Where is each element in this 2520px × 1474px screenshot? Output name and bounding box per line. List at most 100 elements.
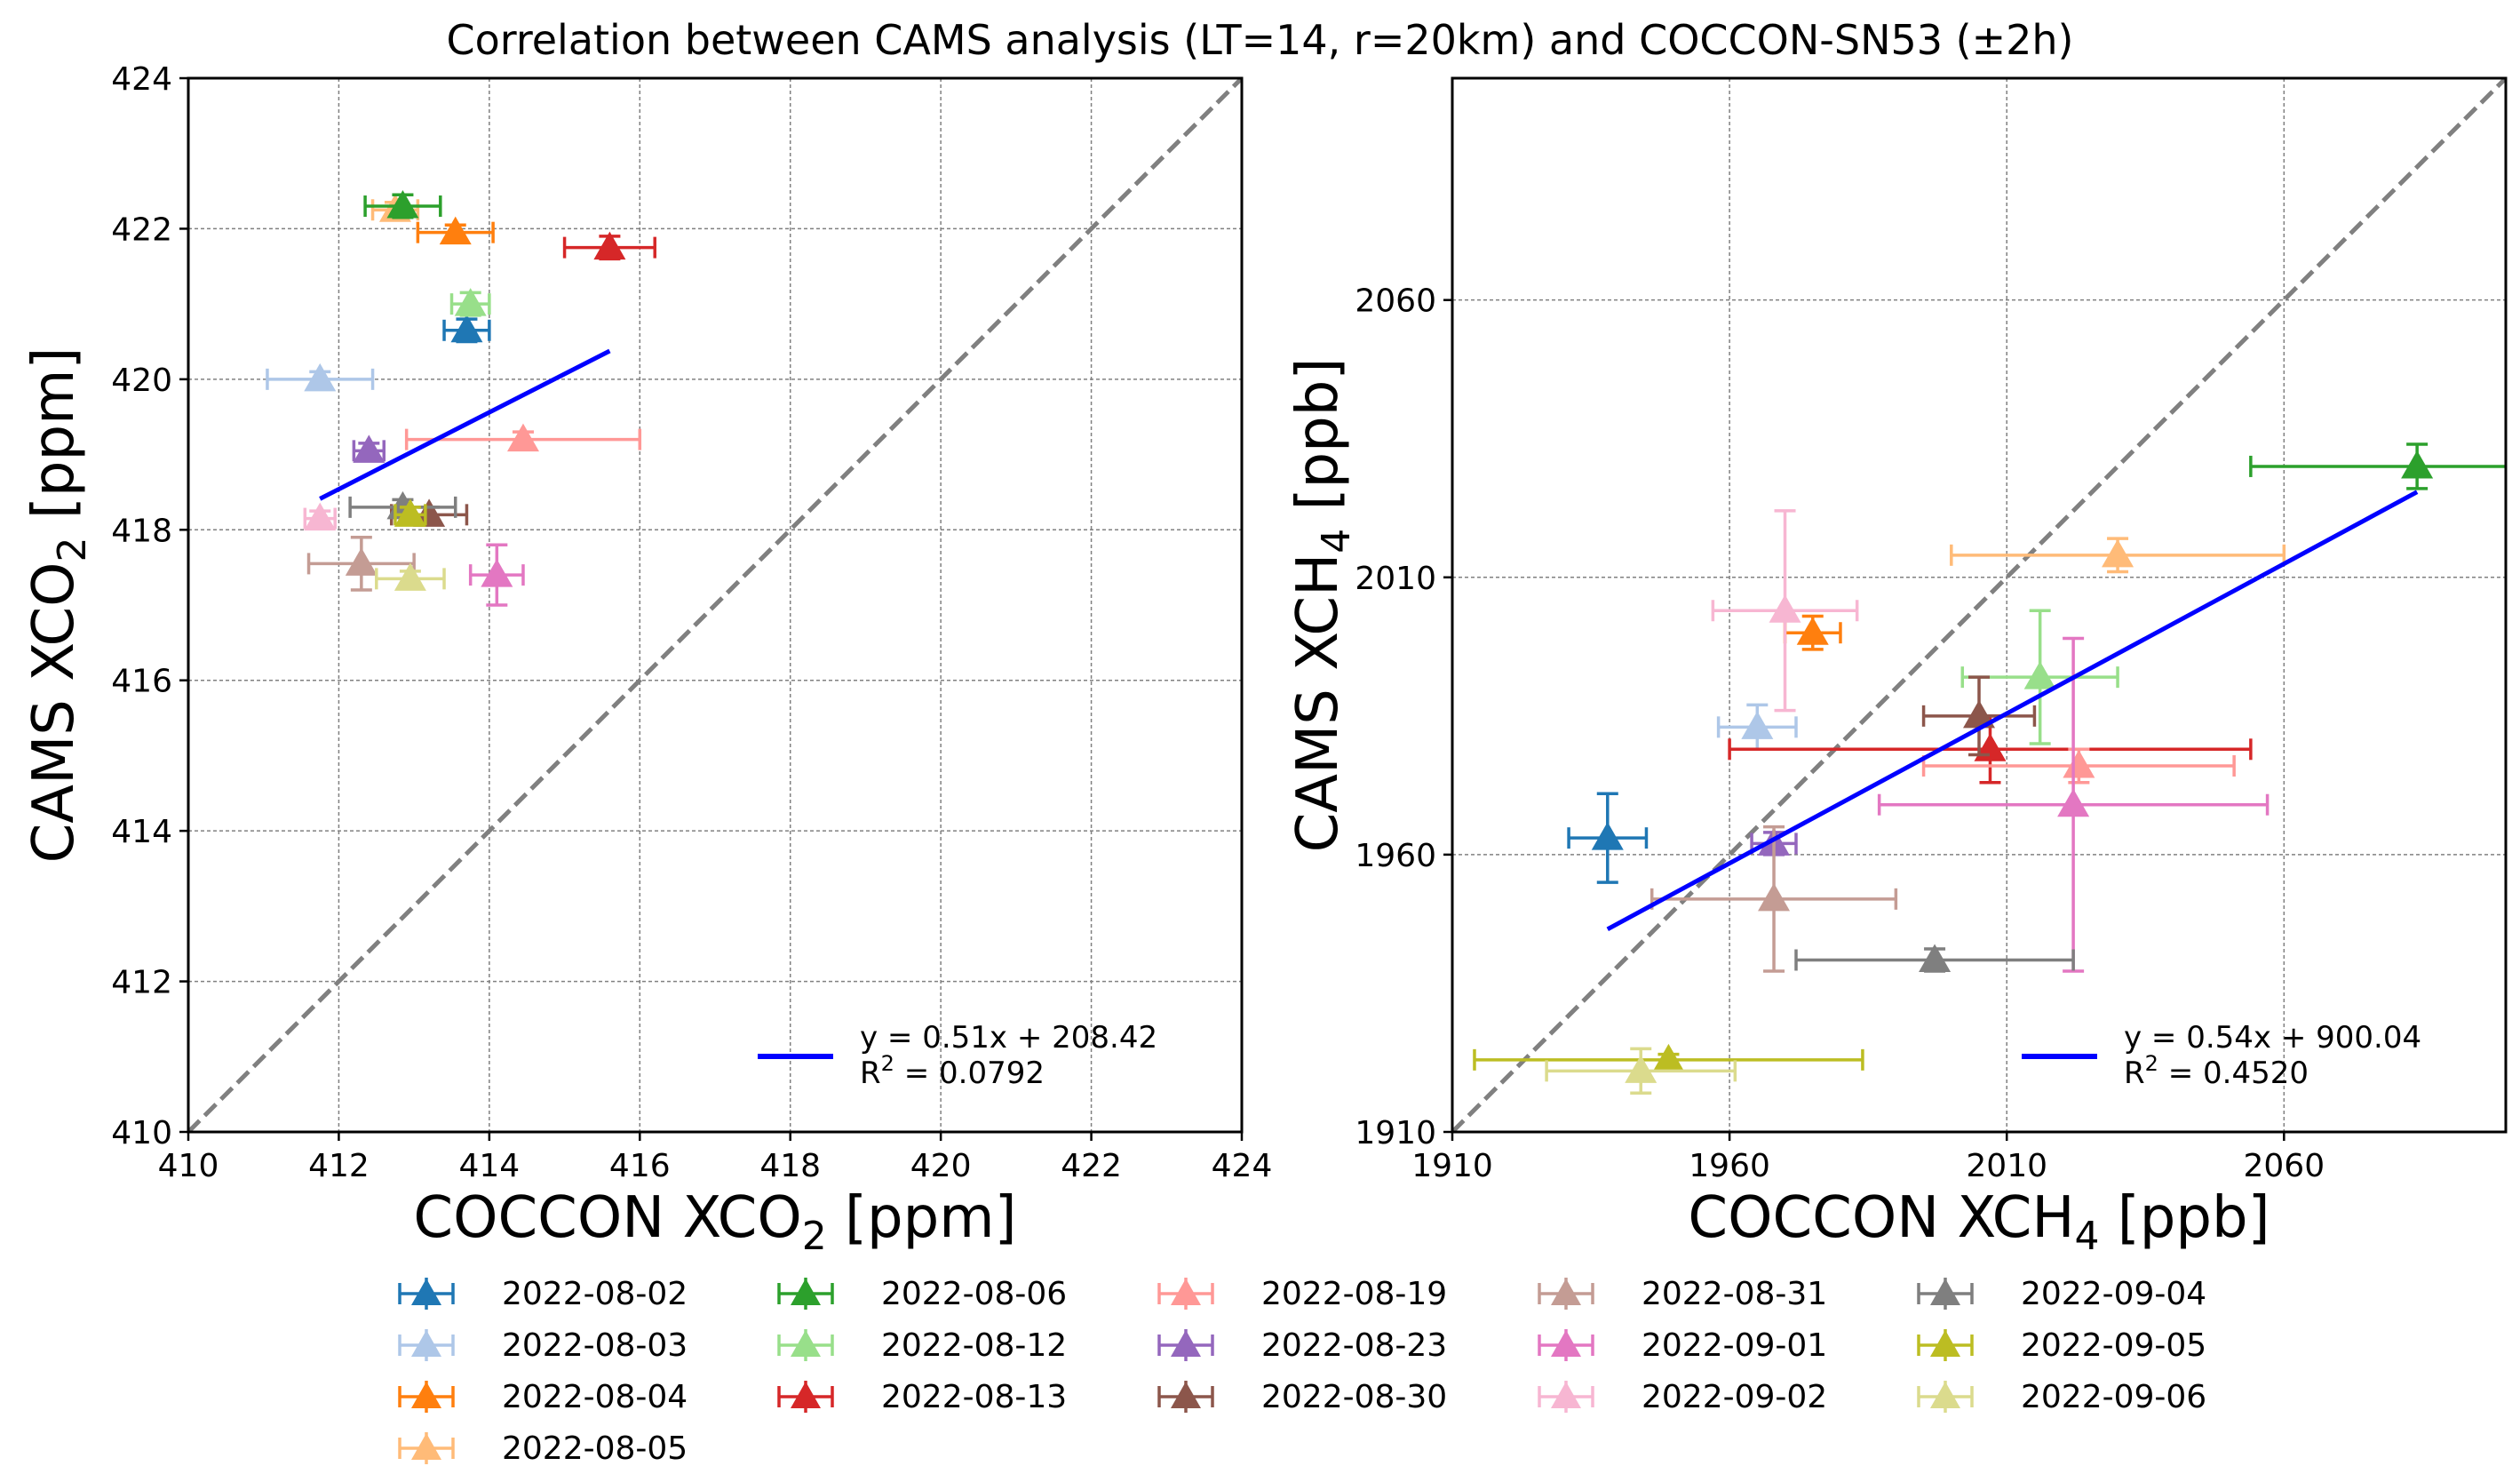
identity-line xyxy=(188,78,1242,1132)
legend-triangle-marker xyxy=(791,1382,821,1408)
y-axis-label: CAMS XCO2 [ppm] xyxy=(21,347,95,864)
data-point-2022-09-01 xyxy=(1877,636,2270,973)
y-tick-label: 416 xyxy=(111,664,172,700)
x-tick-label: 420 xyxy=(910,1148,972,1184)
data-point-2022-09-02 xyxy=(303,502,337,531)
legend-entry-2022-08-03: 2022-08-03 xyxy=(398,1327,688,1364)
x-tick-label: 2060 xyxy=(2244,1148,2325,1184)
legend-entry-2022-09-06: 2022-09-06 xyxy=(1917,1379,2206,1415)
legend-triangle-marker xyxy=(411,1330,441,1357)
legend: 2022-08-02 2022-08-03 2022-08-04 2022-08-05… xyxy=(398,1276,2206,1467)
legend-label: 2022-09-02 xyxy=(1642,1379,1827,1415)
data-point-2022-08-02 xyxy=(1567,792,1649,884)
x-tick-label: 418 xyxy=(759,1148,821,1184)
legend-entry-2022-08-13: 2022-08-13 xyxy=(777,1379,1067,1415)
x-tick-label: 412 xyxy=(308,1148,370,1184)
data-point-2022-08-31 xyxy=(306,536,416,592)
data-point-2022-09-02 xyxy=(1711,509,1859,713)
y-tick-label: 2010 xyxy=(1355,561,1436,597)
data-point-2022-08-13 xyxy=(562,231,656,261)
fit-equation-label: y = 0.54x + 900.04 xyxy=(2124,1020,2421,1056)
legend-triangle-marker xyxy=(1930,1279,1960,1305)
triangle-marker xyxy=(304,363,337,392)
legend-entry-2022-08-23: 2022-08-23 xyxy=(1157,1327,1447,1364)
y-axis-label: CAMS XCH4 [ppb] xyxy=(1285,358,1359,853)
fit-equation-label: y = 0.51x + 208.42 xyxy=(860,1020,1157,1056)
triangle-marker xyxy=(1625,1055,1657,1083)
legend-label: 2022-08-23 xyxy=(1261,1327,1447,1364)
legend-triangle-marker xyxy=(411,1382,441,1408)
triangle-marker xyxy=(353,434,386,463)
legend-entry-2022-09-04: 2022-09-04 xyxy=(1917,1276,2206,1312)
legend-entry-2022-09-05: 2022-09-05 xyxy=(1917,1327,2206,1364)
left-panel-co2: 410 412 414 416 418 420 422 424 410 412 414 416 418 4… xyxy=(21,61,1272,1259)
data-point-2022-09-01 xyxy=(468,543,525,607)
data-point-2022-08-04 xyxy=(416,216,495,245)
data-point-2022-09-05 xyxy=(1473,1043,1864,1072)
data-point-2022-08-12 xyxy=(449,288,491,317)
y-tick-label: 1910 xyxy=(1355,1115,1436,1151)
data-point-2022-08-19 xyxy=(404,423,642,452)
legend-triangle-marker xyxy=(411,1279,441,1305)
legend-triangle-marker xyxy=(791,1330,821,1357)
triangle-marker xyxy=(1741,711,1774,739)
y-tick-label: 418 xyxy=(111,513,172,549)
legend-label: 2022-09-01 xyxy=(1642,1327,1827,1364)
legend-triangle-marker xyxy=(791,1279,821,1305)
data-point-2022-08-06 xyxy=(363,190,442,219)
legend-triangle-marker xyxy=(1930,1382,1960,1408)
triangle-marker xyxy=(2063,750,2095,778)
triangle-marker xyxy=(593,231,626,260)
triangle-marker xyxy=(394,562,426,591)
legend-label: 2022-08-05 xyxy=(502,1430,688,1467)
data-point-2022-09-05 xyxy=(394,498,427,527)
triangle-marker xyxy=(304,502,337,531)
data-point-2022-08-30 xyxy=(1921,675,2037,757)
triangle-marker xyxy=(1769,594,1801,623)
legend-entry-2022-08-04: 2022-08-04 xyxy=(398,1379,688,1415)
axes-frame xyxy=(1451,76,2508,1134)
triangle-marker xyxy=(1796,617,1829,645)
triangle-marker xyxy=(506,423,539,452)
triangle-marker xyxy=(450,314,483,343)
legend-triangle-marker xyxy=(1171,1330,1201,1357)
triangle-marker xyxy=(386,190,419,219)
legend-entry-2022-08-05: 2022-08-05 xyxy=(398,1430,688,1467)
identity-line xyxy=(1452,78,2506,1132)
legend-label: 2022-09-06 xyxy=(2021,1379,2206,1415)
plot-area xyxy=(1452,78,2506,1132)
data-point-2022-08-03 xyxy=(1716,703,1798,752)
plot-area xyxy=(188,78,1242,1132)
x-tick-label: 1910 xyxy=(1411,1148,1493,1184)
y-tick-label: 2060 xyxy=(1355,283,1436,320)
y-tick-label: 414 xyxy=(111,814,172,850)
triangle-marker xyxy=(394,498,426,527)
x-tick-label: 416 xyxy=(609,1148,671,1184)
triangle-marker xyxy=(1652,1043,1685,1072)
triangle-marker xyxy=(2057,788,2090,817)
y-tick-label: 410 xyxy=(111,1115,172,1151)
x-tick-label: 424 xyxy=(1212,1148,1273,1184)
legend-entry-2022-08-30: 2022-08-30 xyxy=(1157,1379,1447,1415)
x-axis-label: COCCON XCO2 [ppm] xyxy=(413,1185,1016,1259)
y-tick-label: 1960 xyxy=(1355,838,1436,874)
legend-label: 2022-08-02 xyxy=(502,1276,688,1312)
data-point-2022-09-06 xyxy=(375,562,446,591)
r-squared-label: R2 = 0.0792 xyxy=(860,1051,1045,1091)
data-point-2022-08-06 xyxy=(2249,442,2506,490)
legend-label: 2022-08-31 xyxy=(1642,1276,1827,1312)
legend-triangle-marker xyxy=(1551,1330,1581,1357)
legend-label: 2022-08-03 xyxy=(502,1327,688,1364)
axes-frame xyxy=(187,76,1244,1134)
data-point-2022-08-23 xyxy=(352,434,386,463)
triangle-marker xyxy=(345,547,378,576)
x-tick-label: 2010 xyxy=(1966,1148,2047,1184)
r-squared-label: R2 = 0.4520 xyxy=(2124,1051,2309,1091)
legend-entry-2022-08-12: 2022-08-12 xyxy=(777,1327,1067,1364)
y-tick-label: 420 xyxy=(111,363,172,399)
legend-triangle-marker xyxy=(1551,1279,1581,1305)
triangle-marker xyxy=(1758,882,1791,912)
x-axis-label: COCCON XCH4 [ppb] xyxy=(1688,1185,2270,1259)
legend-triangle-marker xyxy=(1171,1382,1201,1408)
